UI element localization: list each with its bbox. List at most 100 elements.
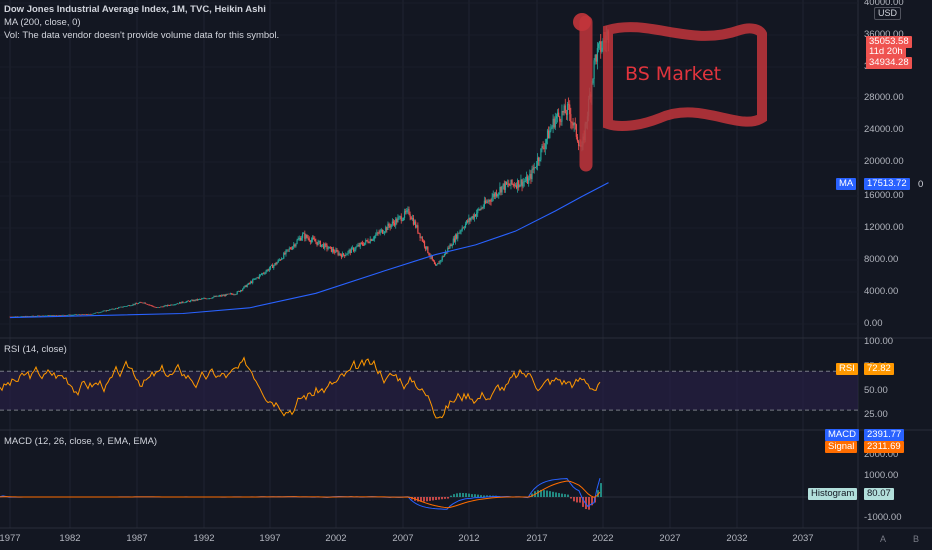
currency-label[interactable]: USD	[874, 7, 902, 20]
candle-body	[346, 253, 348, 255]
candle-body	[538, 157, 540, 162]
candle-body	[428, 252, 430, 256]
candle-body	[17, 316, 19, 318]
candle-body	[570, 114, 572, 123]
volume-legend[interactable]: Vol: The data vendor doesn't provide vol…	[4, 30, 280, 41]
candle-body	[144, 302, 146, 304]
symbol-legend[interactable]: Dow Jones Industrial Average Index, 1M, …	[4, 4, 266, 16]
candle-body	[413, 221, 416, 225]
candle-body	[531, 168, 533, 180]
candle-body	[518, 180, 520, 188]
candle-body	[368, 242, 370, 244]
candle-body	[62, 314, 64, 316]
candle-body	[150, 305, 152, 306]
candle-body	[448, 248, 450, 249]
candle-body	[156, 307, 159, 308]
candle-body	[213, 296, 215, 298]
candle-body	[235, 294, 237, 295]
candle-body	[207, 298, 209, 300]
auto-scale-toggle[interactable]: A	[880, 534, 887, 544]
candle-body	[187, 300, 190, 302]
candle-body	[574, 123, 576, 125]
candle-body	[474, 214, 477, 217]
candle-body	[526, 176, 529, 184]
candle-body	[124, 306, 126, 307]
candle-body	[560, 121, 562, 123]
candle-body	[254, 278, 256, 280]
settings-toggle[interactable]: B	[913, 534, 920, 544]
candle-body	[563, 105, 565, 113]
candle-body	[335, 249, 337, 253]
candle-body	[236, 291, 238, 295]
time-tick-label: 2007	[392, 533, 414, 544]
candle-body	[520, 179, 522, 185]
macd-histogram-bar	[591, 497, 593, 506]
macd-tick-label: 2000.00	[864, 449, 899, 460]
macd-histogram-bar	[444, 497, 446, 499]
candle-body	[397, 217, 399, 223]
candle-body	[469, 218, 471, 221]
candle-body	[198, 299, 201, 300]
rsi-title[interactable]: RSI (14, close)	[4, 344, 67, 355]
candle-body	[228, 293, 231, 295]
macd-histogram-bar	[420, 497, 422, 502]
macd-histogram-bar	[579, 497, 581, 503]
candle-body	[280, 258, 283, 260]
candle-body	[410, 217, 412, 220]
time-tick-label: 2002	[325, 533, 347, 544]
time-tick-label: 2032	[726, 533, 748, 544]
macd-histogram-bar	[573, 497, 575, 502]
candle-body	[550, 128, 552, 131]
macd-histogram-bar	[540, 489, 542, 497]
candle-body	[37, 315, 39, 317]
candle-body	[129, 305, 131, 306]
rsi-band	[0, 371, 858, 411]
candle-body	[539, 159, 541, 162]
candle-body	[161, 306, 163, 308]
macd-histogram-bar	[468, 493, 470, 497]
rsi-tick-label: 25.00	[864, 409, 888, 420]
candle-body	[411, 217, 413, 220]
candle-body	[23, 316, 26, 317]
candle-body	[282, 258, 284, 260]
candle-body	[519, 184, 521, 188]
candle-body	[298, 237, 300, 240]
candle-body	[343, 253, 345, 255]
candle-body	[440, 260, 442, 261]
candle-body	[358, 244, 360, 247]
macd-title[interactable]: MACD (12, 26, close, 9, EMA, EMA)	[4, 436, 158, 447]
candle-body	[485, 201, 488, 203]
candle-body	[551, 126, 553, 129]
candle-body	[145, 303, 147, 305]
macd-histogram-bar	[462, 493, 464, 497]
candle-body	[109, 309, 111, 311]
candle-body	[227, 293, 229, 295]
candle-body	[389, 226, 391, 228]
candle-body	[105, 310, 108, 312]
candle-body	[408, 209, 410, 215]
candle-body	[268, 268, 270, 271]
rsi-tick-label: 100.00	[864, 336, 894, 347]
candle-body	[458, 232, 460, 234]
candle-body	[488, 199, 490, 202]
candle-body	[132, 304, 134, 306]
candle-body	[67, 315, 69, 316]
candle-body	[83, 314, 85, 315]
candle-body	[349, 249, 351, 253]
ma-legend[interactable]: MA (200, close, 0)	[4, 17, 81, 28]
candle-body	[490, 201, 492, 202]
candle-body	[65, 315, 68, 316]
candle-body	[218, 295, 221, 297]
candle-body	[166, 304, 168, 307]
candle-body	[379, 230, 381, 234]
candle-body	[500, 187, 502, 193]
histogram-badge-label: Histogram	[808, 488, 858, 500]
candle-body	[555, 116, 558, 119]
candle-body	[82, 314, 84, 315]
candle-body	[451, 244, 453, 247]
candle-body	[139, 302, 141, 304]
candle-body	[497, 194, 499, 197]
candle-body	[92, 313, 94, 315]
